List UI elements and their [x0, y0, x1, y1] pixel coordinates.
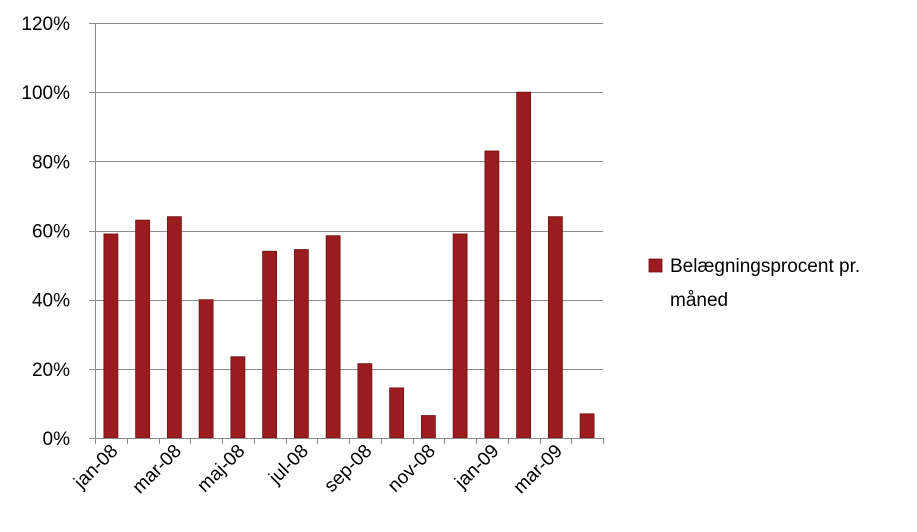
bar-nov-08	[420, 415, 436, 439]
bar-jun-08	[262, 250, 278, 439]
x-tick-label: jul-08	[264, 441, 312, 489]
bars	[103, 91, 595, 439]
y-tick-label: 120%	[21, 14, 70, 35]
y-tick-label: 60%	[32, 222, 70, 243]
y-tick-label: 0%	[43, 429, 71, 450]
bar-apr-08	[198, 299, 214, 439]
x-tick-label: mar-08	[129, 441, 186, 498]
x-tick-label: sep-08	[320, 441, 376, 497]
legend-label-line1: Belægningsprocent pr.	[670, 256, 860, 277]
y-axis-tick-labels: 0% 20% 40% 60% 80% 100% 120%	[21, 14, 70, 450]
legend-label-line2: måned	[670, 290, 728, 311]
bar-apr-09	[579, 413, 595, 439]
bar-okt-08	[389, 387, 405, 439]
bar-maj-08	[230, 356, 246, 439]
bar-mar-09	[547, 216, 563, 439]
bar-feb-09	[516, 91, 532, 439]
x-tick-label: jan-09	[450, 441, 503, 494]
bar-jan-08	[103, 233, 119, 439]
x-tick-label: mar-09	[510, 441, 567, 498]
legend: Belægningsprocent pr. måned	[648, 256, 860, 311]
y-tick-label: 20%	[32, 360, 70, 381]
x-tick-label: jan-08	[69, 441, 122, 494]
y-tick-label: 80%	[32, 152, 70, 173]
x-tick-label: nov-08	[384, 441, 440, 497]
bar-sep-08	[357, 363, 373, 439]
bar-aug-08	[325, 235, 341, 439]
y-tick-label: 100%	[21, 83, 70, 104]
x-axis-tick-labels: jan-08 mar-08 maj-08 jul-08 sep-08 nov-08 jan-…	[69, 441, 566, 498]
bar-jul-08	[293, 249, 309, 439]
bar-jan-09	[484, 150, 500, 439]
axes	[95, 23, 604, 444]
bar-dec-08	[452, 233, 468, 439]
bar-mar-08	[166, 216, 182, 439]
y-tick-label: 40%	[32, 291, 70, 312]
bar-feb-08	[135, 219, 151, 439]
legend-swatch	[648, 258, 663, 273]
x-tick-label: maj-08	[193, 441, 249, 497]
